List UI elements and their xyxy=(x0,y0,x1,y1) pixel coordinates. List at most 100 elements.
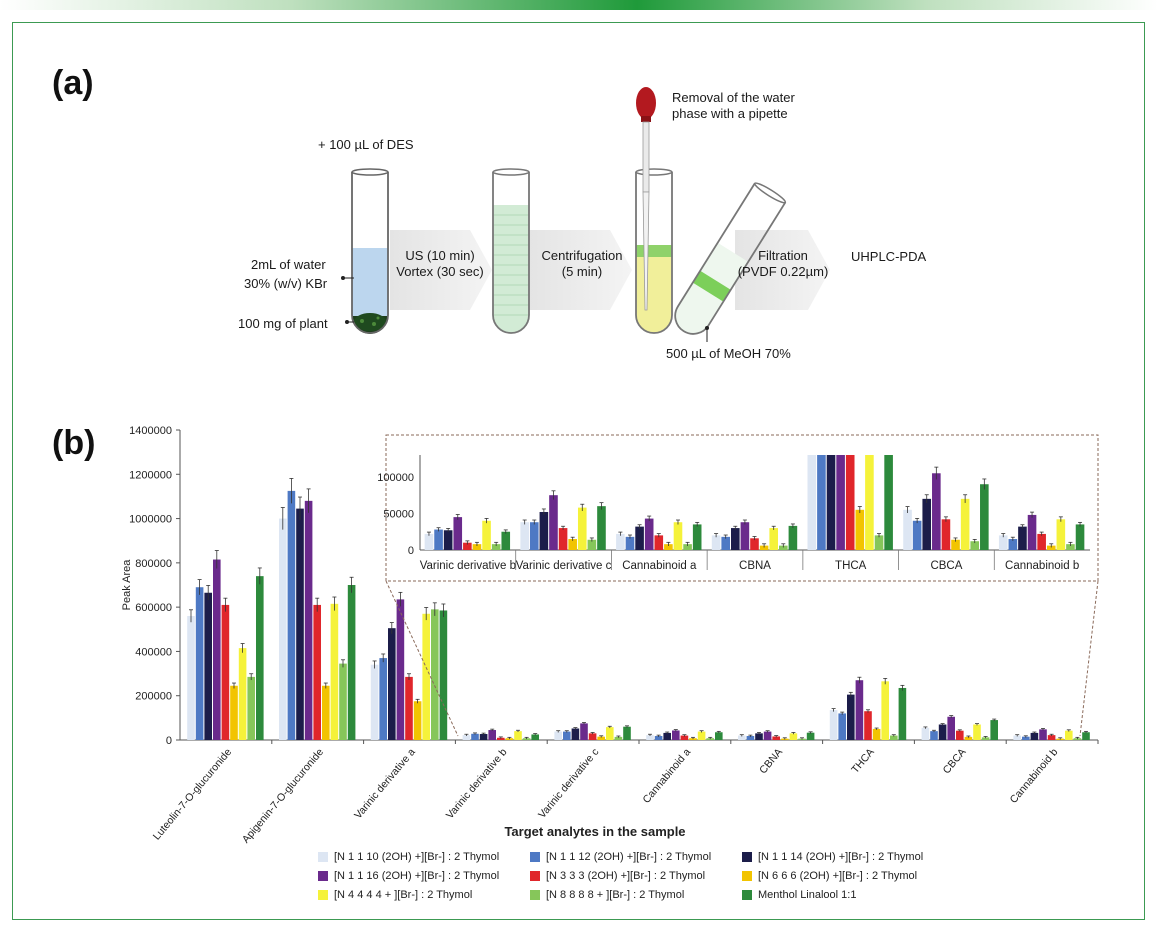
tube-2 xyxy=(492,168,530,334)
legend-label: [N 8 8 8 8 + ][Br-] : 2 Thymol xyxy=(546,889,685,901)
inset-bar xyxy=(845,455,855,550)
legend-item: [N 4 4 4 4 + ][Br-] : 2 Thymol xyxy=(318,888,472,902)
bar xyxy=(654,736,663,740)
bar xyxy=(623,726,631,740)
plant-label: 100 mg of plant xyxy=(238,316,328,331)
inset-bar xyxy=(424,533,434,550)
inset-bar xyxy=(664,544,673,550)
bar xyxy=(715,732,723,740)
bar xyxy=(990,720,998,740)
bar xyxy=(763,731,772,740)
y-tick-label: 600000 xyxy=(135,602,172,614)
process-arrow-1 xyxy=(390,230,492,310)
inset-connector-right xyxy=(1079,580,1099,737)
removal-label-line-1: Removal of the water xyxy=(672,90,795,105)
inset-bar xyxy=(549,495,558,550)
bar xyxy=(890,735,898,740)
legend-swatch xyxy=(742,852,752,862)
inset-bar xyxy=(998,535,1008,550)
y-axis-title: Peak Area xyxy=(121,559,133,611)
inset-bar xyxy=(587,539,597,550)
step-3-line-2: (PVDF 0.22µm) xyxy=(737,264,829,279)
bar xyxy=(554,731,562,740)
bar xyxy=(964,736,973,740)
bar xyxy=(347,585,356,740)
inset-bar xyxy=(625,536,635,550)
inset-bar xyxy=(1066,544,1075,550)
x-tick-label: Cannabinoid b xyxy=(1008,746,1061,806)
bar xyxy=(680,735,689,740)
add-des-label: + 100 µL of DES xyxy=(318,137,414,152)
legend-label: Menthol Linalool 1:1 xyxy=(758,889,857,901)
bar xyxy=(973,724,981,740)
x-tick-label: Luteolin-7-O-glucuronide xyxy=(151,746,235,842)
inset-bar xyxy=(539,512,549,550)
bar xyxy=(1039,729,1047,740)
inset-bar xyxy=(721,536,730,550)
legend-item: [N 3 3 3 (2OH) +][Br-] : 2 Thymol xyxy=(530,869,705,883)
inset-bar xyxy=(865,455,874,550)
inset-bar xyxy=(759,545,769,550)
inset-bar xyxy=(960,498,970,550)
bar xyxy=(646,735,654,740)
bar xyxy=(195,587,204,740)
inset-bar xyxy=(970,541,980,550)
legend-label: [N 6 6 6 (2OH) +][Br-] : 2 Thymol xyxy=(758,870,918,882)
inset-bar xyxy=(941,519,951,550)
legend-label: [N 1 1 14 (2OH) +][Br-] : 2 Thymol xyxy=(758,851,924,863)
inset-y-tick-label: 0 xyxy=(408,545,414,557)
bar xyxy=(221,604,230,740)
bar xyxy=(864,711,872,740)
inset-bar xyxy=(922,498,932,550)
bar xyxy=(296,508,304,740)
inset-bar xyxy=(673,522,683,550)
inset-bar xyxy=(520,522,529,550)
legend-item: Menthol Linalool 1:1 xyxy=(742,888,856,902)
bar xyxy=(947,716,955,740)
bar xyxy=(279,518,287,740)
bar xyxy=(213,559,221,740)
bar xyxy=(204,592,212,740)
x-tick-label: Varinic derivative c xyxy=(536,746,601,821)
inset-bar xyxy=(443,530,453,550)
bar xyxy=(287,490,296,740)
legend-item: [N 8 8 8 8 + ][Br-] : 2 Thymol xyxy=(530,888,684,902)
inset-bar xyxy=(826,455,836,550)
bar xyxy=(1065,730,1073,740)
inset-bar xyxy=(951,539,960,550)
inset-x-tick-label: CBNA xyxy=(739,560,771,572)
inset-bar xyxy=(788,525,798,550)
legend-label: [N 4 4 4 4 + ][Br-] : 2 Thymol xyxy=(334,889,473,901)
inset-bar xyxy=(903,509,912,550)
step-2-line-1: Centrifugation xyxy=(541,248,623,263)
inset-bar xyxy=(434,529,443,550)
process-arrow-3 xyxy=(735,230,830,310)
bar xyxy=(956,730,964,740)
bar xyxy=(1030,732,1039,740)
inset-bar xyxy=(597,506,606,550)
legend-item: [N 6 6 6 (2OH) +][Br-] : 2 Thymol xyxy=(742,869,917,883)
bar xyxy=(898,687,907,740)
inset-bar xyxy=(1046,545,1056,550)
bar xyxy=(1022,736,1030,740)
inset-bar xyxy=(616,533,625,550)
bar xyxy=(339,663,347,740)
inset-bar xyxy=(577,507,587,550)
bar xyxy=(514,731,522,740)
inset-y-tick-label: 50000 xyxy=(383,508,414,520)
removal-label-line-2: phase with a pipette xyxy=(672,106,788,121)
inset-bar xyxy=(1008,539,1018,550)
y-tick-label: 200000 xyxy=(135,691,172,703)
water-label: 2mL of water xyxy=(251,257,326,272)
inset-bar xyxy=(980,484,989,550)
bar xyxy=(881,681,889,740)
legend-label: [N 1 1 10 (2OH) +][Br-] : 2 Thymol xyxy=(334,851,500,863)
inset-y-tick-label: 100000 xyxy=(377,472,414,484)
legend-swatch xyxy=(530,871,540,881)
legend-item: [N 1 1 12 (2OH) +][Br-] : 2 Thymol xyxy=(530,850,711,864)
bar xyxy=(471,733,479,740)
inset-bar xyxy=(779,545,788,550)
bar xyxy=(563,731,571,740)
inset-bar xyxy=(635,526,644,550)
